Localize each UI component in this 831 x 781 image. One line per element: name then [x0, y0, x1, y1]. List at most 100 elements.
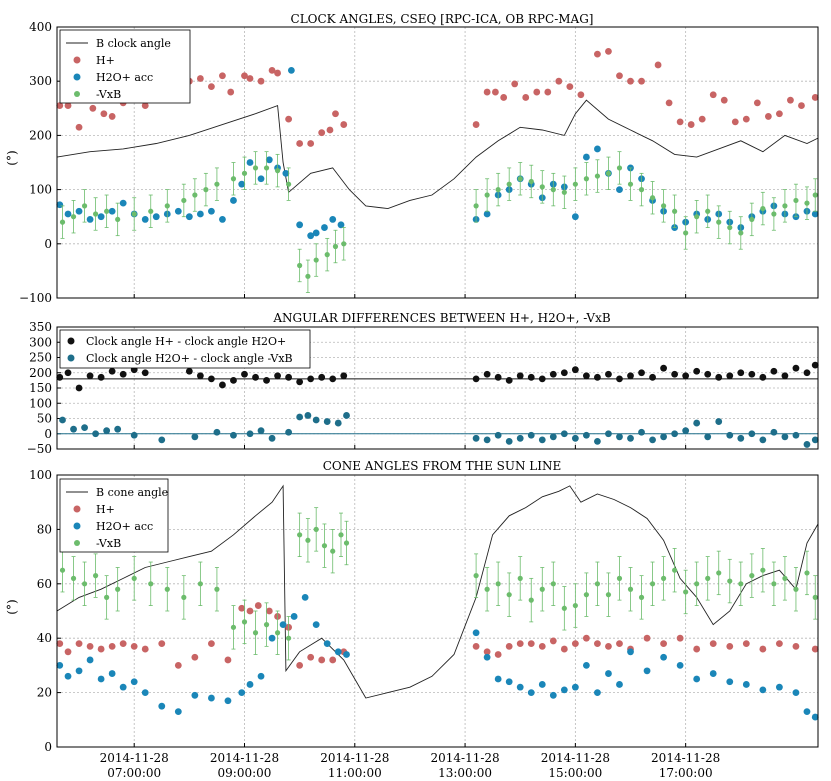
data-point: [174, 207, 182, 215]
data-point: [472, 629, 480, 637]
data-point: [97, 645, 105, 653]
data-point: [214, 181, 220, 187]
data-point: [257, 427, 265, 435]
data-point: [748, 430, 756, 438]
data-point: [517, 575, 523, 581]
angular-differences-title: ANGULAR DIFFERENCES BETWEEN H+, H2O+, -V…: [272, 311, 611, 325]
data-point: [616, 375, 623, 383]
data-point: [312, 621, 320, 628]
y-tick-label: −50: [27, 442, 52, 456]
data-point: [494, 373, 502, 381]
legend-swatch-vxb: [74, 91, 80, 97]
data-point: [263, 376, 270, 384]
data-point: [683, 589, 689, 595]
legend-swatch-h2o: [73, 73, 81, 81]
data-point: [108, 113, 116, 120]
cone-angles-legend: B cone angle H+ H2O+ acc -VxB: [59, 478, 169, 553]
data-point: [64, 102, 72, 109]
data-point: [246, 75, 254, 82]
data-point: [538, 375, 546, 383]
data-point: [307, 140, 315, 147]
data-point: [726, 642, 734, 650]
data-point: [555, 77, 563, 85]
data-point: [544, 88, 552, 96]
data-point: [56, 662, 64, 669]
data-point: [483, 210, 491, 218]
x-tick-label-date: 2014-11-28: [320, 751, 389, 765]
data-point: [494, 675, 502, 683]
y-tick-label: 200: [29, 128, 52, 142]
data-point: [208, 694, 215, 702]
data-point: [759, 645, 767, 653]
data-point: [219, 216, 226, 223]
data-point: [104, 594, 110, 601]
data-point: [81, 203, 88, 209]
data-point: [108, 642, 116, 650]
data-point: [230, 431, 237, 439]
data-point: [343, 412, 350, 419]
data-point: [208, 640, 215, 648]
data-point: [660, 653, 667, 661]
data-point: [811, 361, 819, 369]
data-point: [638, 594, 645, 601]
data-point: [561, 605, 567, 611]
data-point: [760, 567, 766, 573]
data-point: [238, 689, 246, 696]
data-point: [495, 581, 501, 587]
data-point: [781, 433, 789, 441]
y-tick-label: 20: [37, 686, 52, 700]
data-point: [753, 99, 761, 107]
data-point: [56, 102, 64, 109]
data-point: [473, 203, 479, 209]
legend-label-vxb: -VxB: [96, 537, 121, 550]
data-point: [792, 642, 800, 650]
data-point: [749, 216, 755, 223]
data-point: [527, 689, 535, 696]
data-point: [196, 75, 204, 82]
y-tick-label: −100: [19, 291, 52, 305]
data-point: [616, 640, 623, 648]
data-point: [726, 431, 734, 439]
data-point: [341, 241, 347, 247]
data-point: [64, 369, 72, 377]
data-point: [296, 662, 304, 669]
data-point: [494, 431, 502, 439]
cone-angles-title: CONE ANGLES FROM THE SUN LINE: [323, 459, 562, 473]
data-point: [627, 77, 634, 85]
data-point: [148, 208, 154, 214]
data-point: [577, 91, 585, 99]
data-point: [616, 165, 623, 171]
data-point: [297, 262, 303, 269]
data-point: [605, 430, 612, 438]
data-point: [100, 110, 108, 118]
data-point: [549, 691, 557, 699]
data-point: [108, 207, 116, 215]
x-axis-labels: 2014-11-2807:00:002014-11-2809:00:002014…: [100, 751, 721, 780]
data-point: [230, 176, 237, 182]
data-point: [527, 640, 535, 648]
data-point: [219, 381, 226, 389]
data-point: [516, 372, 524, 380]
data-point: [665, 99, 673, 107]
data-point: [720, 96, 728, 104]
data-point: [522, 94, 530, 101]
data-point: [549, 370, 557, 378]
data-point: [649, 581, 656, 587]
data-point: [238, 180, 246, 188]
data-point: [323, 418, 331, 425]
data-point: [782, 575, 788, 581]
data-point: [566, 83, 574, 91]
legend-label-hplus-diff: Clock angle H+ - clock angle H2O+: [86, 335, 286, 348]
legend-label-b-clock: B clock angle: [96, 37, 171, 50]
data-point: [472, 121, 480, 128]
data-point: [329, 375, 337, 383]
x-tick-label-date: 2014-11-28: [430, 751, 499, 765]
data-point: [605, 592, 612, 598]
data-point: [560, 645, 568, 653]
data-point: [627, 372, 634, 380]
data-point: [561, 189, 567, 195]
clock-angles-legend: B clock angle H+ H2O+ acc -VxB: [59, 29, 191, 104]
data-point: [516, 683, 524, 691]
data-point: [241, 72, 248, 80]
data-point: [716, 570, 722, 576]
